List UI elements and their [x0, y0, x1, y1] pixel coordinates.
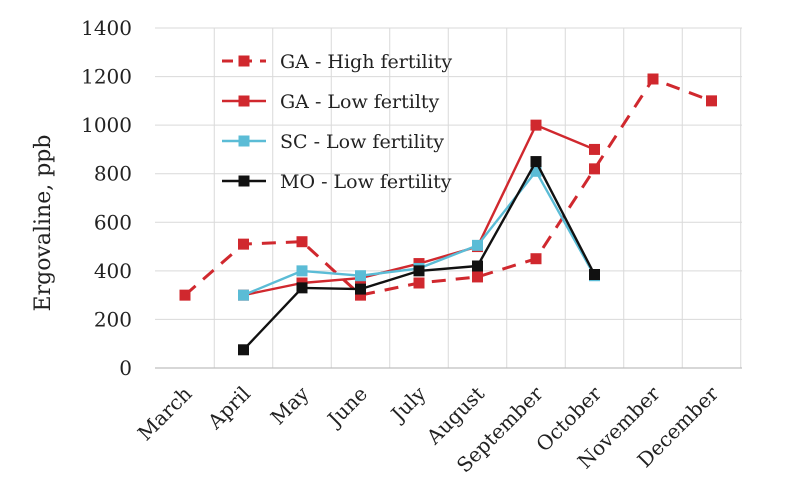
y-tick-label: 1000: [81, 113, 132, 137]
legend-label: GA - High fertility: [280, 51, 452, 73]
series-0: [179, 73, 717, 301]
data-point: [647, 73, 659, 85]
data-point: [530, 119, 542, 131]
data-point: [589, 163, 600, 175]
grid: [155, 27, 742, 368]
x-tick-label: July: [385, 381, 431, 427]
data-point: [472, 260, 483, 272]
legend-item: GA - High fertility: [222, 51, 452, 73]
data-point: [413, 265, 425, 277]
data-point: [238, 238, 249, 250]
data-point: [355, 289, 366, 301]
legend-marker: [238, 175, 250, 187]
y-tick-label: 600: [94, 210, 132, 234]
y-tick-label: 1400: [81, 16, 132, 40]
legend: GA - High fertility GA - Low fertilty SC -…: [222, 51, 452, 193]
data-point: [355, 283, 366, 295]
y-tick-label: 0: [119, 356, 132, 380]
data-point: [296, 236, 308, 248]
y-tick-label: 1200: [81, 65, 132, 89]
data-point: [413, 277, 425, 289]
legend-marker: [238, 95, 250, 107]
y-tick-label: 800: [94, 162, 132, 186]
data-point: [179, 289, 191, 301]
data-point: [589, 269, 600, 280]
x-axis-ticks: March April May June JulyAugustSeptemberOcto…: [133, 381, 723, 477]
y-axis-ticks: 0 200 400 600 800 1000 1200 1400: [81, 16, 132, 380]
legend-item: GA - Low fertilty: [222, 91, 440, 113]
data-point: [472, 271, 483, 283]
x-tick-label: April: [202, 382, 255, 435]
y-tick-label: 200: [94, 307, 132, 331]
data-point: [355, 270, 366, 282]
data-point: [296, 282, 308, 294]
legend-item: MO - Low fertility: [222, 171, 452, 193]
data-point: [472, 239, 483, 251]
data-point: [238, 289, 249, 301]
series-line: [184, 77, 713, 297]
legend-label: MO - Low fertility: [280, 171, 452, 193]
legend-item: SC - Low fertility: [222, 131, 444, 153]
data-point: [530, 253, 542, 265]
series-group: [179, 73, 717, 356]
data-point: [238, 344, 249, 356]
legend-label: SC - Low fertility: [280, 131, 444, 153]
legend-label: GA - Low fertilty: [280, 91, 440, 113]
data-point: [706, 95, 717, 107]
legend-marker: [238, 55, 250, 67]
x-tick-label: May: [266, 381, 314, 429]
x-tick-label: March: [133, 381, 197, 445]
y-axis-label: Ergovaline, ppb: [31, 135, 56, 312]
data-point: [296, 265, 308, 277]
data-point: [589, 143, 600, 155]
data-point: [530, 156, 542, 168]
legend-marker: [238, 135, 250, 147]
series-3: [238, 156, 600, 356]
x-tick-label: June: [321, 382, 372, 433]
data-point: [530, 165, 542, 177]
y-tick-label: 400: [94, 259, 132, 283]
